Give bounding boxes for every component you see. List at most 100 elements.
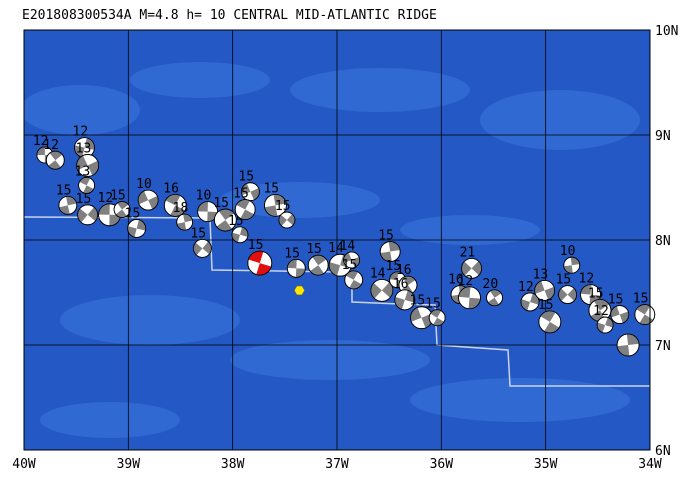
- event-quadrant: [148, 195, 159, 210]
- depth-label: 12: [73, 125, 89, 140]
- event-quadrant: [236, 199, 250, 210]
- x-tick-label: 36W: [430, 457, 454, 472]
- event-quadrant: [138, 190, 149, 205]
- event-quadrant: [87, 160, 99, 176]
- event-quadrant: [430, 309, 442, 318]
- event-quadrant: [216, 220, 232, 232]
- event: [580, 284, 601, 306]
- event-outline: [58, 195, 78, 215]
- event: [278, 211, 296, 229]
- event-outline: [234, 199, 256, 220]
- main-event-outline: [247, 250, 273, 276]
- event-quadrant: [389, 271, 399, 280]
- event-quadrant: [380, 251, 392, 262]
- x-tick-label: 39W: [117, 457, 141, 472]
- depth-label: 15: [386, 259, 402, 274]
- depth-label: 15: [425, 297, 441, 312]
- event-outline: [370, 278, 394, 302]
- event-quadrant: [570, 257, 580, 266]
- event: [45, 150, 65, 170]
- event: [634, 304, 656, 325]
- event-outline: [264, 193, 287, 217]
- event: [616, 333, 640, 357]
- depth-label: 20: [483, 277, 499, 292]
- event-quadrant: [241, 183, 251, 196]
- event-quadrant: [83, 185, 94, 194]
- event-quadrant: [381, 282, 393, 298]
- event-quadrant: [593, 299, 610, 311]
- event-quadrant: [370, 282, 382, 299]
- event-outline: [197, 201, 219, 223]
- event-quadrant: [59, 205, 70, 215]
- event-quadrant: [487, 297, 499, 306]
- event-quadrant: [250, 188, 260, 200]
- event-quadrant: [468, 297, 481, 309]
- event: [234, 199, 256, 220]
- event-quadrant: [183, 214, 193, 223]
- event-outline: [538, 310, 562, 334]
- event: [486, 289, 503, 307]
- event-outline: [343, 251, 361, 269]
- event-quadrant: [295, 268, 306, 278]
- event-quadrant: [48, 160, 61, 170]
- event: [379, 241, 401, 262]
- event-outline: [278, 211, 296, 229]
- depth-label: 15: [248, 238, 264, 253]
- event-outline: [286, 258, 306, 278]
- event-quadrant: [36, 146, 45, 155]
- event-quadrant: [176, 222, 187, 231]
- event-quadrant: [76, 155, 88, 171]
- event-quadrant: [433, 317, 445, 326]
- depth-label: 15: [263, 181, 279, 196]
- event-quadrant: [207, 211, 218, 222]
- depth-label: 15: [190, 226, 206, 241]
- x-tick-label: 34W: [638, 457, 662, 472]
- event-outline: [563, 256, 581, 274]
- depth-label: 15: [538, 298, 554, 313]
- event-outline: [558, 285, 577, 305]
- event-outline: [379, 241, 401, 262]
- event: [534, 279, 556, 301]
- event-quadrant: [471, 261, 482, 276]
- event-outline: [137, 189, 159, 211]
- depth-label: 12: [33, 134, 49, 149]
- depth-label: 16: [448, 273, 464, 288]
- event-quadrant: [312, 255, 327, 266]
- event-quadrant: [84, 137, 95, 150]
- depth-label: 15: [284, 246, 300, 261]
- event-outline: [78, 176, 95, 194]
- event: [176, 213, 194, 231]
- event-quadrant: [193, 242, 203, 256]
- event: [193, 238, 212, 258]
- event: [394, 289, 416, 311]
- y-tick-label: 7N: [655, 339, 671, 354]
- x-tick-label: 37W: [325, 457, 349, 472]
- event: [538, 310, 562, 334]
- event-quadrant: [310, 265, 325, 276]
- y-tick-label: 9N: [655, 129, 671, 144]
- event-quadrant: [580, 284, 592, 295]
- depth-label: 14: [328, 241, 344, 256]
- depth-label: 15: [56, 183, 72, 198]
- event-outline: [45, 150, 65, 170]
- depth-label: 16: [393, 277, 409, 292]
- event: [343, 251, 361, 269]
- event-outline: [307, 254, 329, 276]
- depth-label: 12: [43, 138, 59, 153]
- event: [77, 204, 99, 226]
- depth-label: 15: [238, 170, 254, 185]
- event-quadrant: [49, 151, 63, 161]
- depth-label: 15: [76, 192, 92, 207]
- x-tick-label: 40W: [12, 457, 36, 472]
- event: [370, 278, 394, 302]
- event-quadrant: [74, 145, 85, 158]
- event: [58, 195, 78, 215]
- event-outline: [344, 270, 364, 290]
- depth-label: 15: [378, 229, 394, 244]
- depth-label: 15: [608, 293, 624, 308]
- event-quadrant: [98, 203, 110, 215]
- event-quadrant: [349, 279, 362, 289]
- depth-label: 14: [370, 266, 386, 281]
- depth-label: 13: [76, 141, 92, 156]
- event-outline: [616, 333, 640, 357]
